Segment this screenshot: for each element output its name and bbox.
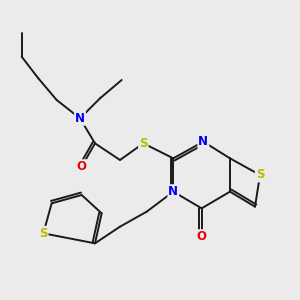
Text: O: O (77, 160, 87, 173)
Text: N: N (198, 135, 208, 148)
Text: O: O (197, 230, 207, 243)
Text: S: S (139, 137, 148, 150)
Text: S: S (39, 227, 48, 240)
Text: S: S (256, 169, 264, 182)
Text: N: N (168, 185, 178, 198)
Text: N: N (75, 112, 85, 125)
